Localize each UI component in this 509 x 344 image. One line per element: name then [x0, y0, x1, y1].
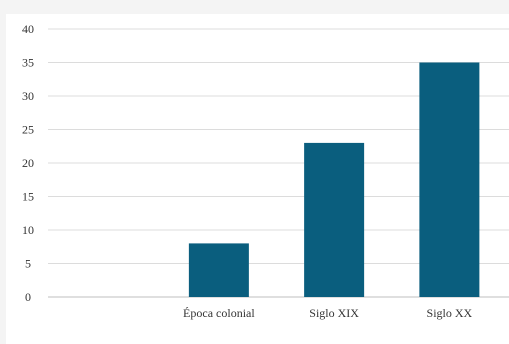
y-tick-label: 0: [25, 290, 31, 304]
x-tick-label: Siglo XX: [427, 306, 473, 320]
x-axis-ticks: Época colonial Siglo XIX Siglo XX: [183, 306, 472, 320]
y-axis-ticks: 0 5 10 15 20 25 30 35 40: [22, 22, 34, 304]
bar: [188, 243, 249, 297]
bar: [419, 62, 480, 297]
chart-panel: 0 5 10 15 20 25 30 35 40 Época colonial Siglo XIX…: [6, 14, 509, 344]
y-tick-label: 15: [22, 190, 34, 204]
bar: [304, 142, 365, 297]
gridlines: [48, 28, 509, 298]
y-tick-label: 40: [22, 22, 34, 36]
bars: [188, 62, 480, 297]
bar-chart: 0 5 10 15 20 25 30 35 40 Época colonial Siglo XIX…: [22, 22, 509, 320]
x-tick-label: Época colonial: [183, 306, 255, 320]
y-tick-label: 10: [22, 223, 34, 237]
y-tick-label: 20: [22, 156, 34, 170]
y-tick-label: 30: [22, 89, 34, 103]
y-tick-label: 5: [25, 257, 31, 271]
y-tick-label: 25: [22, 123, 34, 137]
y-tick-label: 35: [22, 56, 34, 70]
x-tick-label: Siglo XIX: [309, 306, 359, 320]
